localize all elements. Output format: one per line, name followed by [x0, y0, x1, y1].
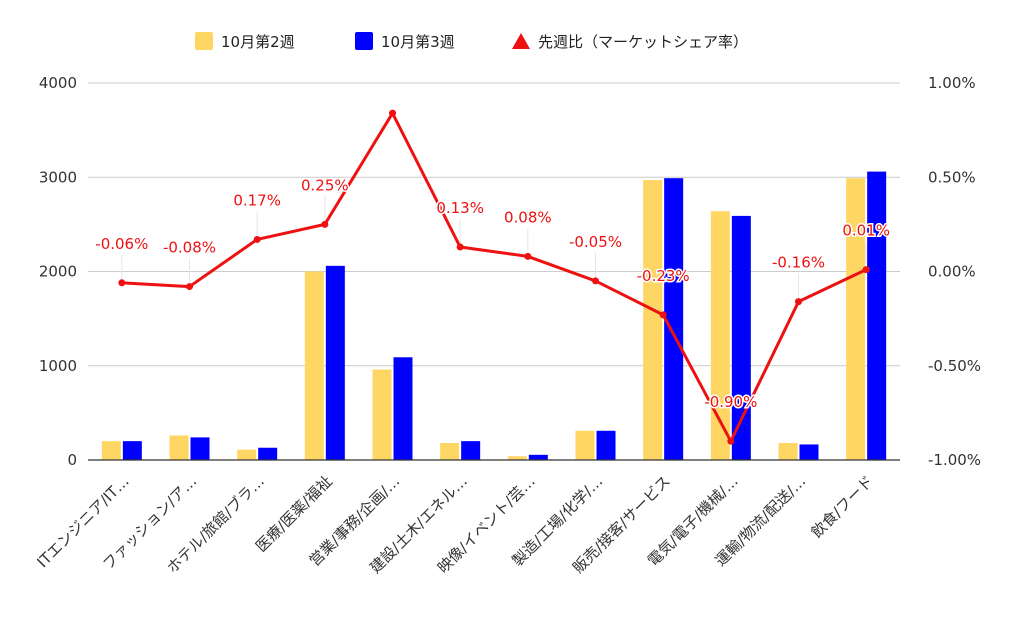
ratio-line-path: [121, 111, 867, 443]
legend: 10月第2週 10月第3週 先週比（マーケットシェア率）: [195, 32, 748, 51]
ratio-data-label: 0.08%: [504, 208, 552, 226]
ratio-point: [795, 298, 802, 306]
y-right-tick-label: 1.00%: [928, 74, 976, 92]
y-right-tick-label: 0.50%: [928, 168, 976, 186]
ratio-line: [118, 109, 870, 445]
ratio-point: [456, 243, 464, 251]
ratio-point: [186, 283, 193, 291]
bar-week3: [393, 357, 413, 460]
bar-week3: [596, 430, 616, 460]
ratio-point: [253, 235, 261, 243]
y-left-tick-label: 0: [67, 451, 77, 469]
legend-swatch: [355, 32, 373, 50]
bar-week3: [528, 454, 548, 460]
bar-week3: [325, 265, 345, 460]
legend-swatch: [195, 32, 213, 50]
ratio-data-label: -0.08%: [163, 239, 216, 257]
triangle-icon: [512, 33, 530, 49]
category-label: 飲食/フード: [808, 472, 877, 541]
bar-week3: [190, 437, 210, 460]
legend-label: 10月第2週: [221, 33, 295, 51]
bar-week2: [440, 443, 460, 460]
ratio-data-label: 0.17%: [233, 191, 281, 209]
bar-week3: [867, 171, 887, 460]
ratio-point: [321, 220, 329, 228]
ratio-point: [862, 266, 870, 274]
bar-week3: [122, 441, 142, 460]
bar-week3: [664, 178, 684, 460]
bar-week2: [778, 443, 798, 460]
ratio-data-label: -0.05%: [569, 233, 622, 251]
legend-label: 10月第3週: [381, 33, 455, 51]
bar-week2: [101, 441, 121, 460]
ratio-data-label: 0.13%: [436, 199, 484, 217]
y-left-tick-label: 3000: [39, 168, 77, 186]
bar-week2: [846, 178, 866, 460]
bar-week2: [643, 180, 663, 460]
ratio-data-label: -0.16%: [772, 254, 825, 272]
ratio-point: [389, 109, 396, 117]
ratio-point: [592, 277, 599, 285]
ratio-point: [524, 252, 532, 260]
ratio-point: [659, 311, 667, 319]
y-axis-left: 0 1000 2000 3000 4000: [39, 74, 77, 469]
bar-week3: [258, 447, 278, 460]
bars: [101, 171, 887, 460]
bar-week2: [169, 435, 189, 460]
bar-week3: [461, 441, 481, 460]
ratio-data-label: 0.25%: [301, 176, 349, 194]
y-right-tick-label: -0.50%: [928, 357, 981, 375]
bar-week2: [372, 369, 392, 460]
ratio-point: [727, 437, 735, 445]
y-left-tick-label: 2000: [39, 263, 77, 281]
x-axis: ITエンジニア/IT…ファッション/ア…ホテル/旅館/ブラ…医療/医薬/福祉営業…: [34, 459, 900, 577]
bar-week2: [507, 456, 527, 460]
gridlines: [88, 82, 900, 367]
ratio-point: [118, 279, 126, 287]
y-axis-right: -1.00% -0.50% 0.00% 0.50% 1.00%: [928, 74, 981, 469]
y-right-tick-label: -1.00%: [928, 451, 981, 469]
bar-week2: [575, 430, 595, 460]
ratio-data-label: -0.90%: [704, 393, 757, 411]
bar-week2: [304, 271, 324, 460]
ratio-data-label: -0.06%: [95, 235, 148, 253]
data-labels: -0.06% -0.08% 0.17% 0.25% 0.13% 0.08% -0.05% -0…: [94, 175, 891, 438]
y-right-tick-label: 0.00%: [928, 263, 976, 281]
y-left-tick-label: 1000: [39, 357, 77, 375]
bar-week3: [799, 444, 819, 460]
y-left-tick-label: 4000: [39, 74, 77, 92]
bar-week2: [710, 211, 730, 460]
ratio-data-label: -0.23%: [637, 267, 690, 285]
bar-week3: [731, 215, 751, 460]
ratio-data-label: 0.01%: [842, 222, 890, 240]
legend-label: 先週比（マーケットシェア率）: [538, 33, 748, 51]
bar-week2: [237, 449, 257, 460]
